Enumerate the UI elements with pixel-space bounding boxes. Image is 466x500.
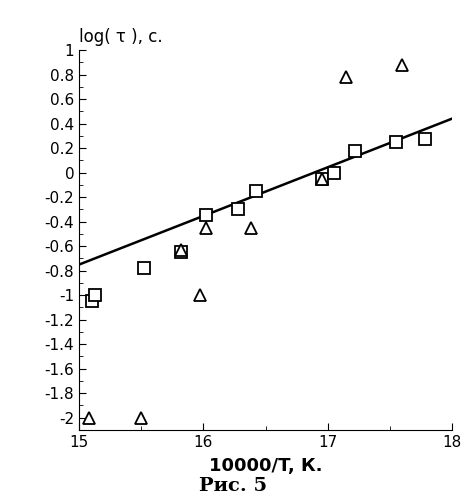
Text: Рис. 5: Рис. 5	[199, 477, 267, 495]
X-axis label: 10000/T, К.: 10000/T, К.	[209, 457, 322, 475]
Text: log( τ ), с.: log( τ ), с.	[79, 28, 163, 46]
